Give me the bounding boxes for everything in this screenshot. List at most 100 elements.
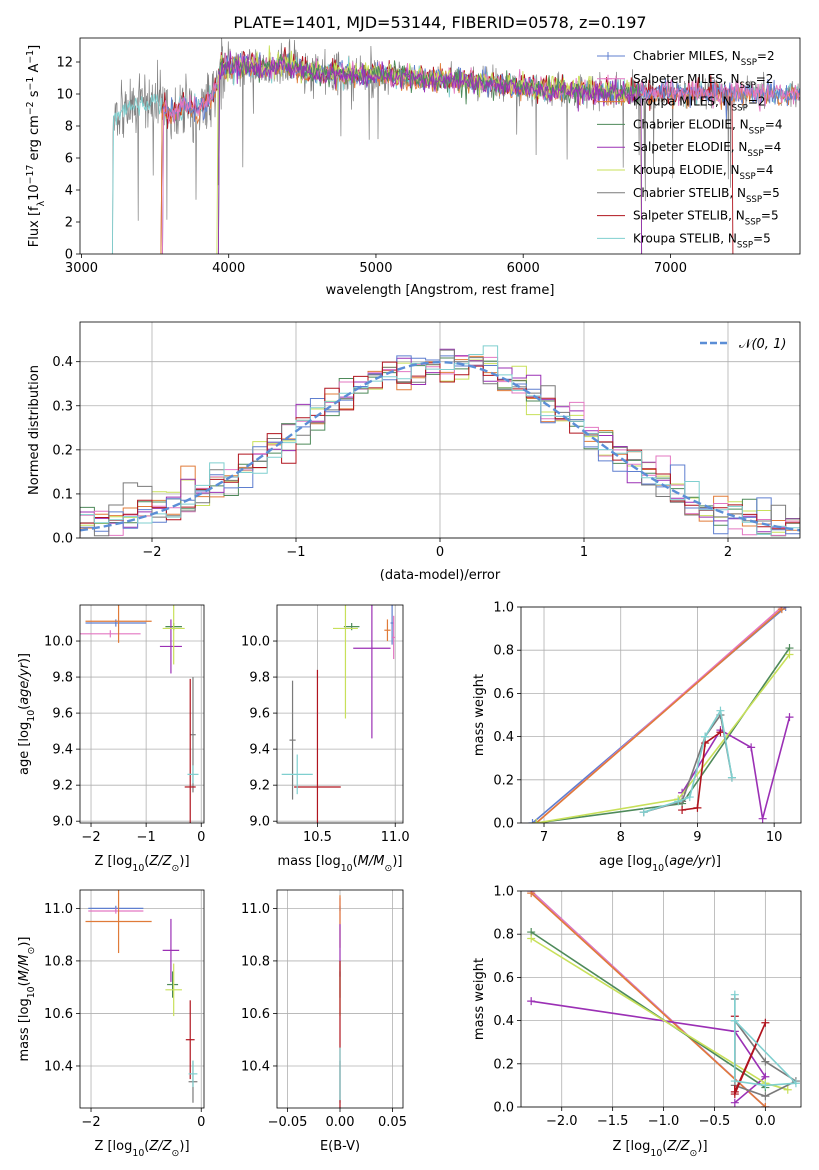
- x-tick-label: 5000: [359, 261, 392, 276]
- panel-spectrum: 3000 4000 5000 6000 7000 0 2 4 6 8 10 12 wavelength …: [25, 37, 801, 298]
- weight-marker: [527, 934, 536, 943]
- y-tick-label: 9.6: [52, 707, 73, 722]
- y-tick-label: 2: [65, 216, 73, 231]
- x-tick-label: 0: [436, 545, 444, 560]
- x-tick-label: −0.05: [268, 1115, 308, 1130]
- weight-marker: [785, 713, 794, 722]
- x-tick-label: 4000: [212, 261, 245, 276]
- y-axis-label: Flux [fλ10−17 erg cm−2 s−1 A−1]: [25, 45, 47, 247]
- x-tick-label: −0.5: [699, 1114, 731, 1129]
- legend-marker: [604, 52, 612, 60]
- histogram-step: [80, 349, 800, 537]
- y-tick-label: 0.2: [493, 773, 514, 788]
- y-tick-label: 0.1: [52, 487, 73, 502]
- y-tick-label: 9.2: [52, 779, 73, 794]
- legend-label: 𝒩(0, 1): [739, 337, 786, 352]
- y-tick-label: 9.4: [249, 743, 270, 758]
- y-tick-label: 4: [65, 184, 73, 199]
- weight-marker: [716, 728, 725, 737]
- weight-marker: [791, 1079, 800, 1088]
- weight-marker: [528, 819, 537, 823]
- x-tick-label: 1: [580, 545, 588, 560]
- legend-marker: [604, 74, 612, 83]
- figure-title: PLATE=1401, MJD=53144, FIBERID=0578, z=0…: [233, 13, 646, 32]
- plot-area: [80, 345, 800, 537]
- weight-line: [530, 931, 766, 1089]
- y-tick-label: 0.8: [493, 928, 514, 943]
- weight-marker: [730, 1087, 739, 1096]
- y-tick-label: 0.0: [493, 817, 514, 832]
- weight-marker: [678, 806, 687, 815]
- y-axis-label: mass weight: [472, 958, 487, 1040]
- plot-area: [85, 890, 198, 1103]
- weight-marker: [783, 1085, 792, 1094]
- y-tick-label: 10.8: [241, 954, 270, 969]
- y-tick-label: 10.8: [44, 954, 73, 969]
- y-tick-label: 0.6: [493, 971, 514, 986]
- axes-frame: [79, 889, 205, 1109]
- axes-frame: [276, 889, 404, 1109]
- x-tick-label: −1: [137, 830, 156, 845]
- axes-frame: [276, 604, 404, 824]
- legend-label: Kroupa STELIB, NSSP=5: [633, 231, 771, 250]
- x-tick-label: 6000: [507, 261, 540, 276]
- legend-label: Salpeter ELODIE, NSSP=4: [633, 140, 781, 159]
- y-tick-label: 0.0: [493, 1101, 514, 1116]
- x-tick-label: 3000: [65, 261, 98, 276]
- x-tick-label: 7000: [654, 261, 687, 276]
- y-tick-label: 0.2: [52, 443, 73, 458]
- x-axis-label: (data-model)/error: [380, 568, 501, 583]
- x-tick-label: 0.0: [755, 1114, 776, 1129]
- panel-mass_vs_Z: −2 0 10.4 10.6 10.8 11.0 Z [log10(Z/Z⊙)] mass […: [17, 889, 205, 1159]
- panel-mass_weight_vs_Z: −2.0 −1.5 −1.0 −0.5 0.0 0.0 0.2 0.4 0.6 0.8 1.0 Z […: [472, 885, 802, 1159]
- y-tick-label: 11.0: [241, 902, 270, 917]
- y-tick-label: 0.8: [493, 644, 514, 659]
- weight-line: [536, 654, 791, 823]
- weight-marker: [527, 997, 536, 1006]
- weight-marker: [532, 819, 541, 823]
- weight-marker: [761, 1057, 770, 1066]
- plot-area: [111, 38, 800, 254]
- y-tick-label: 9.6: [249, 707, 270, 722]
- weight-line: [530, 937, 789, 1091]
- axes-frame: [79, 604, 205, 824]
- weight-line: [530, 892, 766, 1107]
- weight-marker: [527, 891, 536, 898]
- y-tick-label: 0.0: [52, 532, 73, 547]
- x-axis-label: E(B-V): [320, 1139, 360, 1154]
- y-tick-label: 0: [65, 248, 73, 263]
- panel-mass_weight_vs_age: 7 8 9 10 0.0 0.2 0.4 0.6 0.8 1.0 age [log10(age/yr…: [472, 601, 802, 874]
- y-tick-label: 10: [56, 88, 73, 103]
- y-axis-label: age [log10(age/yr)]: [17, 653, 37, 775]
- y-tick-label: 10.4: [44, 1059, 73, 1074]
- x-axis-label: wavelength [Angstrom, rest frame]: [326, 283, 555, 298]
- x-tick-label: 9: [693, 830, 701, 845]
- panel-age_vs_mass: 10.5 11.0 9.0 9.2 9.4 9.6 9.8 10.0 mass [log10(M…: [241, 604, 410, 874]
- plot-area: [281, 605, 396, 823]
- y-axis-label: Normed distribution: [27, 365, 42, 495]
- y-tick-label: 10.4: [241, 1059, 270, 1074]
- y-tick-label: 9.0: [249, 815, 270, 830]
- legend-label: Salpeter MILES, NSSP=2: [633, 72, 773, 91]
- legend-marker: [604, 97, 612, 106]
- x-tick-label: 8: [617, 830, 625, 845]
- x-tick-label: 7: [540, 830, 548, 845]
- weight-marker: [730, 1098, 739, 1107]
- histogram-step: [80, 345, 800, 535]
- y-tick-label: 9.8: [52, 671, 73, 686]
- x-tick-label: −1.5: [597, 1114, 629, 1129]
- x-tick-label: −2: [81, 830, 100, 845]
- weight-marker: [785, 650, 794, 659]
- legend-label: Chabrier MILES, NSSP=2: [633, 49, 775, 68]
- x-axis-label: Z [log10(Z/Z⊙)]: [94, 1139, 189, 1159]
- x-tick-label: 0.00: [326, 1115, 355, 1130]
- legend-label: Chabrier ELODIE, NSSP=4: [633, 117, 782, 136]
- plot-area: [80, 605, 199, 823]
- weight-line: [643, 708, 733, 813]
- y-tick-label: 10.6: [241, 1007, 270, 1022]
- weight-marker: [761, 1092, 770, 1101]
- y-tick-label: 0.4: [493, 730, 514, 745]
- panel-mass_vs_ebv: −0.05 0.00 0.05 10.4 10.6 10.8 11.0 E(B-V): [241, 889, 407, 1154]
- axes-frame: [79, 37, 801, 255]
